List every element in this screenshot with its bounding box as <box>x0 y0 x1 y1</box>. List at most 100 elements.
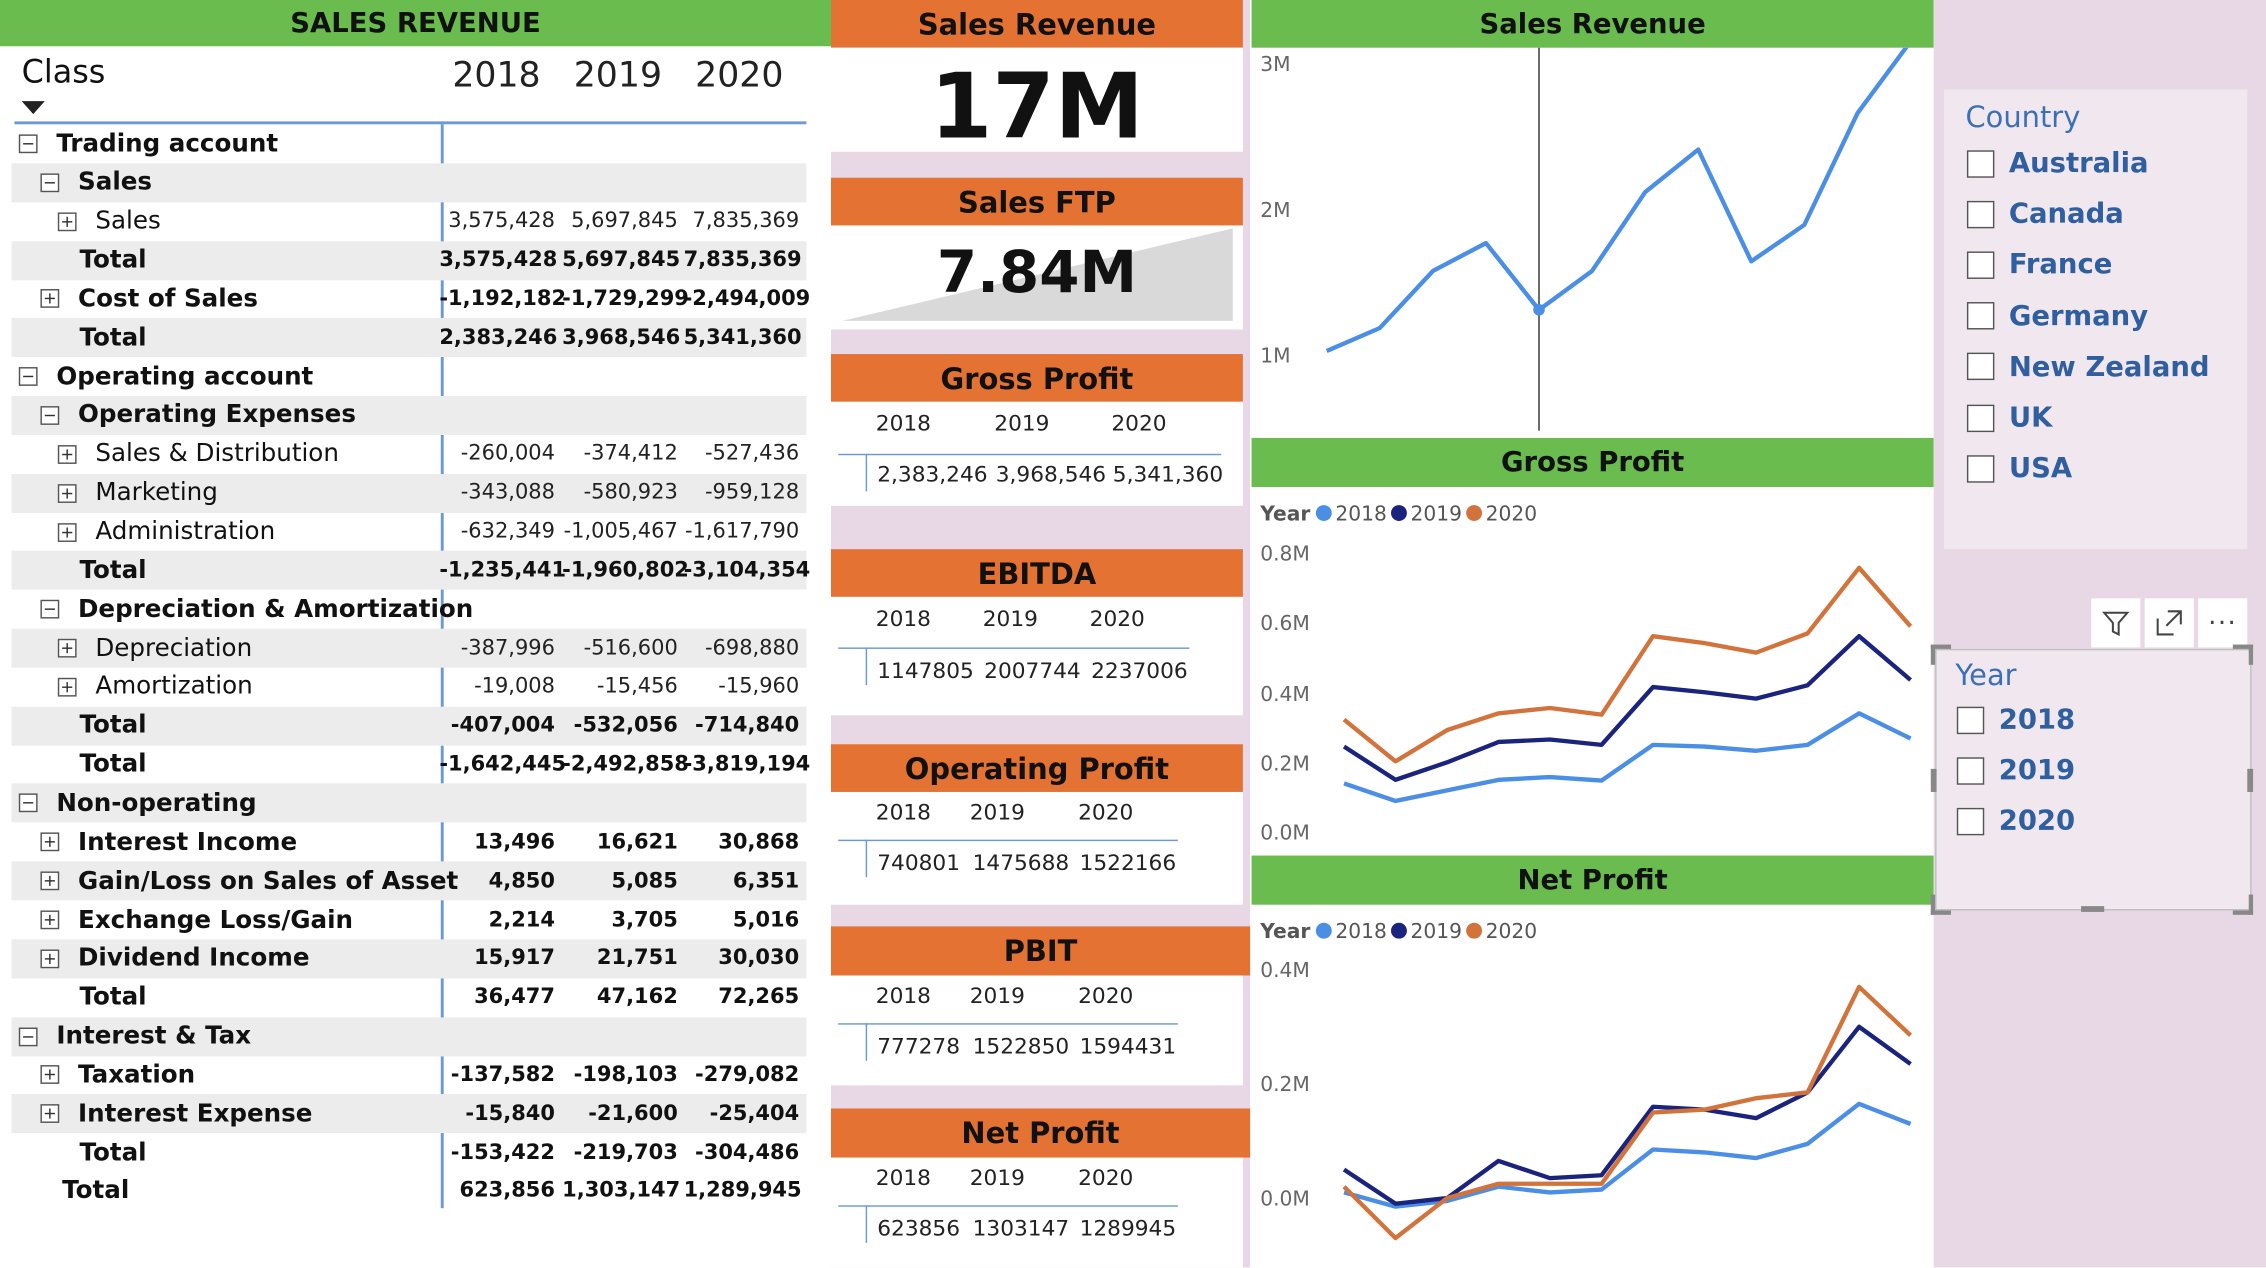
more-options-icon[interactable]: ··· <box>2198 598 2248 648</box>
option-label: 2018 <box>1998 703 2076 736</box>
legend-marker[interactable] <box>1315 922 1332 939</box>
expand-icon[interactable] <box>40 949 60 969</box>
row-label: Trading account <box>18 129 278 158</box>
country-option[interactable]: USA <box>1966 453 2072 484</box>
checkbox[interactable] <box>1966 149 1995 178</box>
expand-icon[interactable] <box>40 910 60 930</box>
series-line[interactable] <box>1342 1024 1912 1206</box>
checkbox[interactable] <box>1966 403 1995 432</box>
country-option[interactable]: Germany <box>1966 300 2148 332</box>
table-row: Operating account <box>12 357 807 396</box>
expand-icon[interactable] <box>57 444 77 464</box>
series-line[interactable] <box>1325 47 1911 354</box>
expand-icon[interactable] <box>57 677 77 697</box>
country-option[interactable]: New Zealand <box>1966 351 2210 383</box>
checkbox[interactable] <box>1966 200 1995 228</box>
legend-label[interactable]: 2020 <box>1486 919 1537 943</box>
checkbox[interactable] <box>1956 807 1985 835</box>
expand-icon[interactable] <box>57 638 77 658</box>
table-row: Sales 3,575,428 5,697,845 7,835,369 <box>12 202 807 241</box>
year-option[interactable]: 2018 <box>1956 703 2076 736</box>
legend-marker[interactable] <box>1315 505 1332 521</box>
row-label-text: Dividend Income <box>78 944 310 974</box>
country-option[interactable]: Australia <box>1966 147 2149 179</box>
option-label: 2020 <box>1998 804 2076 837</box>
year-option[interactable]: 2020 <box>1956 804 2076 837</box>
op-vline <box>865 839 868 878</box>
filter-icon[interactable] <box>2091 598 2141 648</box>
series-line[interactable] <box>1342 984 1913 1241</box>
year-option[interactable]: 2019 <box>1956 754 2075 786</box>
collapse-icon[interactable] <box>18 134 38 154</box>
country-option[interactable]: UK <box>1966 402 2052 434</box>
checkbox[interactable] <box>1966 251 1995 279</box>
table-row: Total 36,477 47,162 72,265 <box>12 978 807 1017</box>
resize-handle-right[interactable] <box>2247 768 2254 792</box>
sales-revenue-line-chart[interactable]: 3M 2M 1M <box>1252 47 1934 438</box>
collapse-icon[interactable] <box>18 367 38 387</box>
matrix-year-header-2018[interactable]: 2018 <box>452 54 541 96</box>
legend-marker[interactable] <box>1391 922 1407 939</box>
row-label-text: Interest Income <box>78 827 298 857</box>
np-year-2018: 2018 <box>875 1164 931 1191</box>
checkbox[interactable] <box>1966 454 1995 483</box>
matrix-column-header[interactable]: Class <box>21 54 106 92</box>
resize-handle-left[interactable] <box>1930 768 1937 792</box>
focus-mode-icon[interactable] <box>2144 598 2194 648</box>
resize-handle-top-left[interactable] <box>1930 644 1952 665</box>
cell-value: 7,835,369 <box>692 209 800 233</box>
expand-icon[interactable] <box>57 483 77 503</box>
country-option[interactable]: Canada <box>1966 198 2124 230</box>
collapse-icon[interactable] <box>18 794 38 813</box>
checkbox[interactable] <box>1956 705 1985 734</box>
table-row: Interest Income 13,496 16,621 30,868 <box>12 823 807 862</box>
pbit-year-2018: 2018 <box>875 982 931 1009</box>
legend-label[interactable]: 2020 <box>1486 501 1537 525</box>
data-point[interactable] <box>1533 304 1545 316</box>
checkbox[interactable] <box>1966 353 1995 381</box>
checkbox[interactable] <box>1956 756 1985 785</box>
gross-profit-line-chart[interactable]: 0.8M 0.6M 0.4M 0.2M 0.0M Year 2018 2019 2020 <box>1252 487 1934 856</box>
legend-marker[interactable] <box>1466 922 1483 939</box>
expand-icon[interactable] <box>57 211 77 231</box>
table-row: Amortization -19,008 -15,456 -15,960 <box>12 668 807 707</box>
sort-arrow-icon[interactable] <box>21 101 45 115</box>
resize-handle-bottom-right[interactable] <box>2232 894 2254 915</box>
expand-icon[interactable] <box>40 832 60 852</box>
legend-marker[interactable] <box>1391 505 1407 521</box>
row-label-text: Sales <box>95 206 161 236</box>
expand-icon[interactable] <box>40 871 60 891</box>
row-label: Operating Expenses <box>40 401 356 430</box>
legend-label[interactable]: 2019 <box>1411 919 1462 943</box>
collapse-icon[interactable] <box>40 600 60 619</box>
legend-marker[interactable] <box>1466 505 1483 521</box>
series-line[interactable] <box>1342 634 1912 782</box>
matrix-year-header-2019[interactable]: 2019 <box>573 54 663 96</box>
row-label-text: Sales <box>78 168 153 198</box>
checkbox[interactable] <box>1966 302 1995 330</box>
expand-icon[interactable] <box>40 289 60 309</box>
net-profit-line-chart[interactable]: 0.4M 0.2M 0.0M Year 2018 2019 2020 <box>1252 905 1934 1268</box>
legend-label[interactable]: 2019 <box>1411 501 1462 525</box>
row-label: Cost of Sales <box>40 285 258 313</box>
expand-icon[interactable] <box>40 1104 60 1124</box>
legend-label[interactable]: 2018 <box>1335 919 1386 943</box>
collapse-icon[interactable] <box>40 173 60 192</box>
expand-icon[interactable] <box>57 522 77 542</box>
collapse-icon[interactable] <box>40 406 60 425</box>
collapse-icon[interactable] <box>18 1026 38 1046</box>
country-option[interactable]: France <box>1966 249 2112 281</box>
ebitda-year-2020: 2020 <box>1089 605 1145 632</box>
table-row: Total 2,383,246 3,968,546 5,341,360 <box>11 318 807 358</box>
series-line[interactable] <box>1343 1101 1912 1209</box>
expand-icon[interactable] <box>40 1065 60 1085</box>
series-line[interactable] <box>1343 711 1912 804</box>
matrix-year-header-2020[interactable]: 2020 <box>695 54 784 96</box>
resize-handle-bottom-left[interactable] <box>1930 894 1952 915</box>
series-line[interactable] <box>1342 565 1913 764</box>
legend-label[interactable]: 2018 <box>1335 501 1386 525</box>
resize-handle-top-right[interactable] <box>2232 644 2254 665</box>
cell-value: 13,496 <box>474 830 555 854</box>
table-row: Interest Expense -15,840 -21,600 -25,404 <box>11 1094 807 1134</box>
resize-handle-bottom[interactable] <box>2081 906 2105 912</box>
